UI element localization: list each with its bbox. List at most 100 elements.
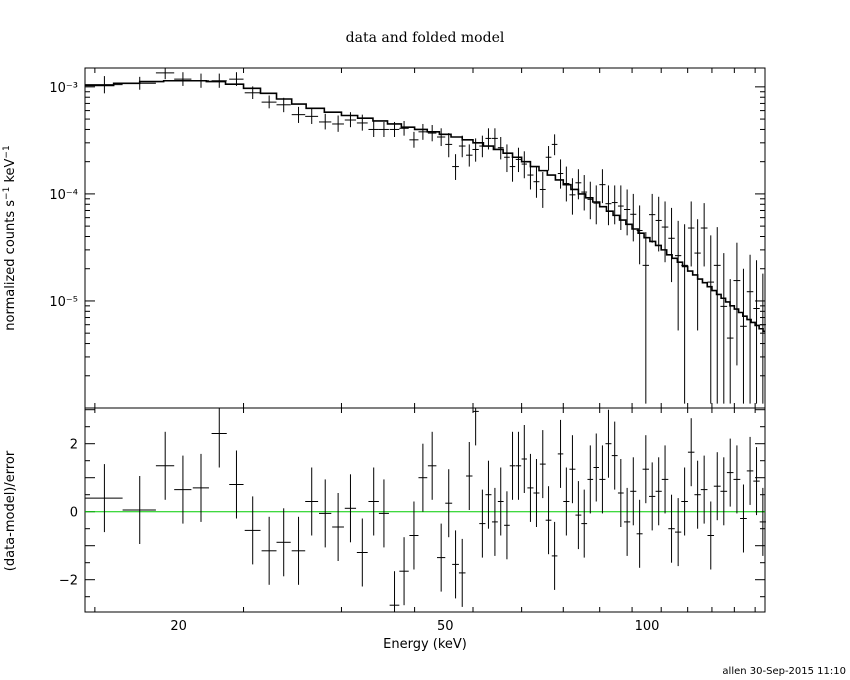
spectrum-data-point	[305, 108, 319, 124]
spectrum-data-point	[527, 161, 534, 190]
spectrum-data-point	[587, 181, 594, 220]
residual-data-point	[563, 467, 570, 536]
spectrum-data-point	[611, 185, 618, 225]
residual-data-point	[611, 421, 618, 490]
spectrum-data-point	[399, 120, 409, 136]
folded-model	[85, 79, 765, 333]
residual-data-point	[332, 493, 344, 561]
spectrum-data-point	[630, 193, 637, 242]
residual-data-point	[418, 443, 428, 512]
residual-data-point	[587, 445, 594, 514]
residual-y-tick-label: −2	[59, 574, 78, 589]
spectrum-data-point	[617, 185, 624, 231]
residual-data-point	[305, 467, 319, 536]
residual-data-point	[497, 467, 504, 536]
spectrum-data-point	[687, 201, 695, 267]
residual-data-point	[636, 499, 643, 568]
spectrum-plot-frame	[84, 67, 766, 409]
spectrum-data-point	[368, 120, 379, 138]
residual-y-tick-labels: 2 0 −2	[59, 438, 78, 589]
spectrum-data-point	[668, 207, 675, 283]
residual-data-point	[674, 498, 682, 567]
spectrum-data-point	[389, 121, 400, 138]
spectrum-data-point	[344, 112, 357, 128]
spectrum-y-tick-label: 10⁻⁴	[49, 188, 78, 203]
spectrum-data-point	[569, 178, 576, 215]
spectrum-data-point	[649, 193, 656, 243]
residual-data-point	[623, 487, 631, 556]
spectrum-data-point	[491, 128, 498, 150]
energy-tick-label: 50	[437, 619, 454, 634]
spectrum-data-point	[636, 205, 643, 265]
residual-data-point	[746, 436, 754, 505]
residual-data-point	[713, 452, 721, 521]
residual-data-point	[599, 445, 606, 514]
spectrum-data-point	[174, 72, 192, 86]
residual-data-point	[581, 489, 588, 558]
residual-data-point	[649, 462, 656, 531]
residual-panel: 20−2 20 50 100	[59, 407, 766, 634]
spectrum-ticks	[85, 68, 765, 409]
spectrum-data-point	[551, 134, 558, 156]
spectrum-data-point	[713, 227, 721, 404]
residual-data-point	[291, 516, 306, 585]
residual-data-point	[378, 479, 389, 548]
residual-data-point	[318, 479, 332, 548]
spectrum-data-point	[563, 166, 570, 202]
spectrum-data-point	[85, 76, 123, 94]
spectrum-y-tick-labels: 10⁻³ 10⁻⁴ 10⁻⁵	[49, 81, 78, 310]
spectrum-data-point	[485, 128, 492, 150]
residual-data-point	[700, 455, 708, 524]
spectrum-data-point	[291, 106, 306, 123]
spectrum-panel: 10⁻³ 10⁻⁴ 10⁻⁵	[49, 67, 766, 409]
residual-data-point	[527, 453, 534, 522]
spectrum-data-point	[557, 159, 564, 189]
residual-data-point	[427, 431, 437, 500]
residual-data-point	[753, 447, 760, 516]
residual-data-point	[533, 459, 540, 527]
spectrum-data-point	[655, 196, 662, 252]
spectrum-data-point	[261, 95, 277, 109]
spectrum-y-tick-label: 10⁻⁵	[49, 295, 78, 310]
residual-ticks	[85, 408, 765, 612]
residual-data-point	[356, 518, 368, 587]
spectrum-data-point	[746, 254, 754, 404]
spectrum-data-point	[155, 68, 175, 80]
residual-data-point	[261, 516, 277, 585]
residual-data-point	[593, 433, 600, 502]
x-axis-label: Energy (keV)	[383, 637, 467, 652]
residual-data-point	[479, 489, 486, 558]
residual-data-point	[605, 409, 612, 478]
residual-data-point	[155, 431, 175, 500]
residual-data-point	[344, 474, 357, 543]
spectrum-data-point	[720, 253, 728, 404]
residual-data-point	[740, 484, 747, 553]
residual-data-point	[681, 467, 688, 536]
residual-data-point	[368, 467, 379, 536]
residual-data-point	[545, 486, 552, 555]
spectrum-data-point	[515, 147, 522, 173]
spectrum-data-point	[504, 144, 510, 173]
spectrum-data-points	[85, 68, 766, 404]
residual-data-point	[551, 521, 558, 590]
spectrum-data-point	[509, 153, 516, 182]
residual-data-point	[409, 501, 419, 570]
residual-data-point	[726, 438, 734, 507]
spectrum-data-point	[533, 166, 540, 198]
residual-data-point	[707, 501, 715, 570]
spectrum-data-point	[681, 224, 688, 404]
spectrum-data-point	[661, 201, 669, 263]
residual-data-point	[491, 487, 498, 556]
energy-tick-label: 100	[635, 619, 660, 634]
residual-data-point	[687, 418, 695, 487]
spectrum-data-point	[694, 219, 701, 331]
residual-data-point	[472, 408, 479, 446]
spectrum-data-point	[427, 125, 437, 142]
residual-data-point	[617, 459, 624, 527]
residual-data-point	[661, 445, 669, 514]
spectrum-data-point	[452, 154, 459, 180]
spectrum-data-point	[605, 185, 612, 226]
energy-tick-labels: 20 50 100	[170, 619, 659, 634]
footer-timestamp: allen 30-Sep-2015 11:10	[722, 666, 846, 677]
